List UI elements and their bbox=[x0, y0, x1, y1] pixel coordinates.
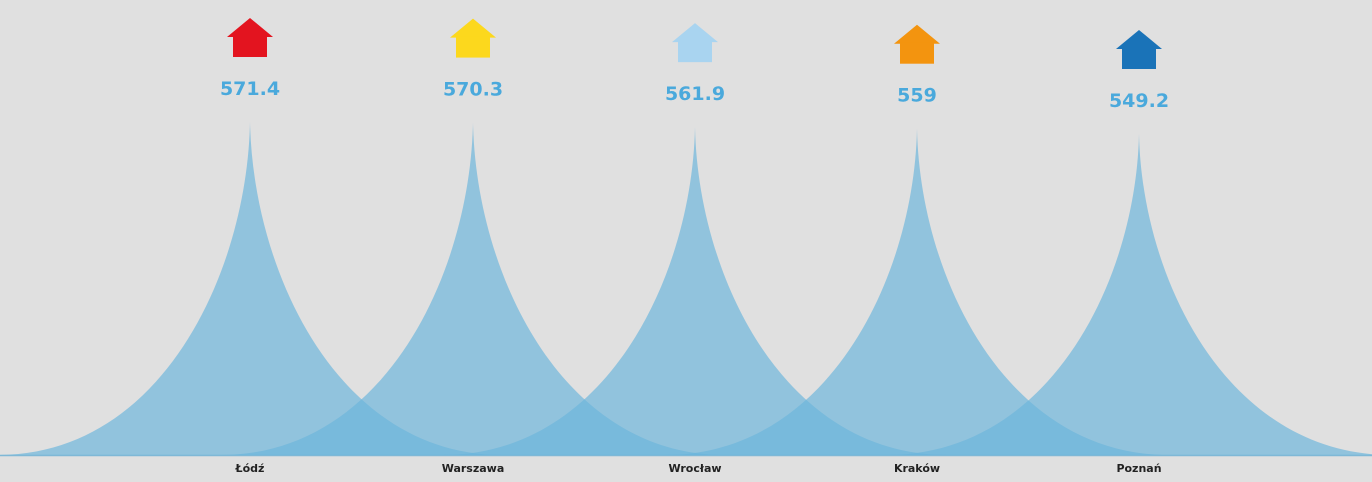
spike-3 bbox=[665, 128, 1169, 455]
value-label-1: 570.3 bbox=[443, 79, 503, 101]
category-label-0: Łódź bbox=[235, 462, 265, 475]
spike-2 bbox=[443, 127, 947, 455]
category-label-1: Warszawa bbox=[442, 462, 505, 475]
spike-1 bbox=[221, 122, 725, 455]
value-label-4: 549.2 bbox=[1109, 90, 1169, 112]
value-label-2: 561.9 bbox=[665, 83, 725, 105]
category-label-4: Poznań bbox=[1116, 462, 1161, 475]
house-icon-3 bbox=[894, 24, 940, 64]
house-icon-2 bbox=[672, 23, 718, 63]
value-label-3: 559 bbox=[897, 85, 937, 107]
spike-0 bbox=[0, 122, 502, 455]
spike-4 bbox=[887, 134, 1372, 455]
house-icon-0 bbox=[227, 18, 273, 57]
category-label-3: Kraków bbox=[894, 462, 940, 475]
category-label-2: Wrocław bbox=[668, 462, 721, 475]
house-icon-4 bbox=[1116, 30, 1162, 69]
house-icon-1 bbox=[450, 18, 496, 58]
value-label-0: 571.4 bbox=[220, 78, 280, 100]
